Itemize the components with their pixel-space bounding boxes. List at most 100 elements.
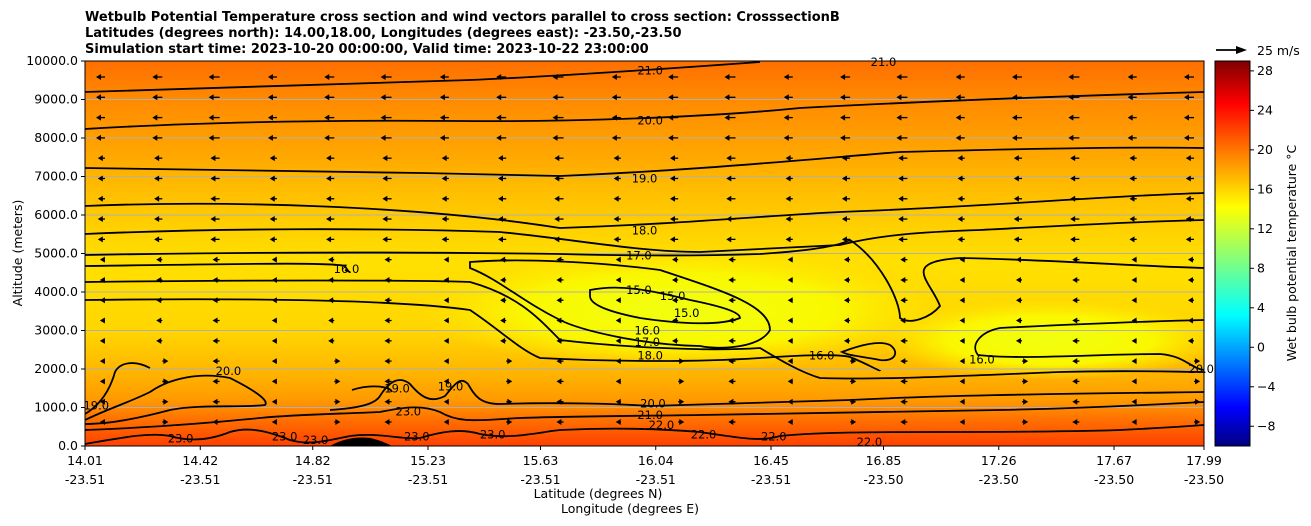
wind-vector-head [896,134,902,141]
wind-vector-head [324,94,330,101]
wind-vector-head [787,378,793,385]
wind-vector-head [959,358,965,365]
contour-label: 15.0 [626,283,652,297]
wind-vector-head [957,216,963,223]
wind-vector-head [271,378,277,385]
wind-vector-head [613,175,619,182]
wind-vectors [96,74,1201,425]
wind-vector-head [1068,74,1074,80]
wind-vector-head [1070,195,1076,202]
wind-vector-head [1187,297,1193,304]
wind-vector-head [1013,216,1019,223]
x-tick-label-lon: -23.50 [979,472,1019,487]
wind-vector-head [212,297,218,304]
y-axis: 0.0 1000.0 2000.0 3000.0 4000.0 5000.0 6000.0 7… [26,53,85,453]
wind-vector-head [851,378,857,385]
wind-vector-head [1131,297,1137,304]
wind-vector-head [269,155,275,162]
wind-vector-head [210,155,216,162]
contour-label: 23.0 [480,427,506,441]
wind-vector-head [898,175,904,182]
contour-label: 18.0 [637,349,663,363]
wind-vector-head [898,155,904,162]
quiver-key: 25 m/s [1216,43,1300,58]
wind-vector-head [96,94,101,101]
wind-vector-head [1013,155,1019,162]
wind-vector-head [1195,419,1201,425]
wind-vector-head [615,358,621,365]
wind-vector-head [384,398,390,405]
wind-vector-head [96,114,101,121]
y-tick-label: 8000.0 [34,130,78,145]
wind-vector-head [1131,358,1137,365]
wind-vector-head [163,419,169,425]
wind-vector-head [787,317,793,324]
wind-vector-head [959,337,965,344]
wind-vector-head [441,236,447,243]
wind-vector-head [900,256,906,263]
wind-vector-head [380,134,386,141]
wind-vector-head [326,155,332,162]
wind-vector-head [271,398,277,405]
wind-vector-head [959,419,965,425]
wind-vector-head [1187,276,1193,283]
wind-vector-head [210,236,216,243]
wind-vector-head [668,94,674,101]
wind-vector-head [959,317,965,324]
wind-vector-head [615,317,621,324]
wind-vector-head [443,256,449,263]
wind-vector-head [611,74,617,80]
wind-vector-head [99,276,105,283]
wind-vector-head [840,114,846,121]
wind-vector-head [957,236,963,243]
wind-vector-head [556,398,562,405]
wind-vector-head [613,216,619,223]
wind-vector-head [152,94,158,101]
wind-vector-head [679,398,685,405]
wind-vector-head [328,337,334,344]
wind-vector-head [443,276,449,283]
wind-vector-head [382,236,388,243]
wind-vector-head [669,195,675,202]
wind-vector-head [99,358,105,365]
wind-vector-head [955,114,961,121]
y-tick-label: 10000.0 [26,53,78,68]
wind-vector-head [728,297,734,304]
wind-vector-head [668,74,674,80]
wind-vector-head [552,134,558,141]
wind-vector-head [99,398,105,405]
wind-vector-head [324,134,330,141]
wind-vector-head [384,317,390,324]
wind-vector-head [1195,378,1201,385]
wind-vector-head [152,74,158,80]
wind-vector-head [212,317,218,324]
x-tick-label-lon: -23.50 [1184,472,1224,487]
wind-vector-head [672,317,678,324]
wind-vector-head [787,419,793,425]
wind-vector-head [498,155,504,162]
wind-vector-head [328,256,334,263]
contour-label: 16.0 [334,262,360,276]
wind-vector-head [669,216,675,223]
wind-vector-head [382,216,388,223]
wind-vector-head [613,236,619,243]
wind-vector-head [552,94,558,101]
wind-vector-head [97,236,103,243]
wind-vector-head [896,74,902,80]
wind-vector-head [271,337,277,344]
wind-vector-head [613,195,619,202]
wind-vector-head [556,297,562,304]
wind-vector-head [156,276,162,283]
wind-vector-head [500,256,506,263]
wind-vector-head [726,216,732,223]
wind-vector-head [554,155,560,162]
colorbar-ticks: 28 24 20 16 12 8 4 0 −4 −8 [1250,63,1275,433]
wind-vector-head [208,134,214,141]
wind-vector-head [267,74,273,80]
wind-vector-head [152,134,158,141]
wind-vector-head [728,337,734,344]
wind-vector-head [443,419,449,425]
wind-vector-head [212,276,218,283]
wind-vector-head [728,256,734,263]
